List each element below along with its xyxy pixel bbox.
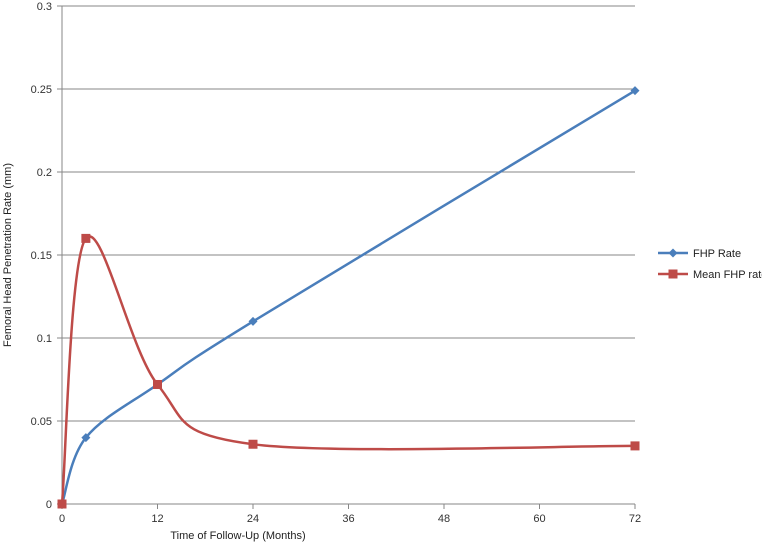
data-point [630,86,640,96]
series-line [60,235,636,505]
y-axis-title: Femoral Head Penetration Rate (mm) [2,163,14,347]
y-tick-label: 0.15 [31,250,52,262]
y-tick-labels: 0 0.05 0.1 0.15 0.2 0.25 0.3 [31,1,52,511]
legend-label: Mean FHP rate [693,269,762,281]
y-tick-label: 0.05 [31,416,52,428]
legend-item: FHP Rate [658,248,741,260]
y-tick-label: 0 [46,499,52,511]
data-point [630,441,640,451]
legend-swatch-marker [668,248,678,258]
x-tick-label: 72 [629,513,641,525]
x-tick-label: 12 [151,513,163,525]
y-tick-label: 0.3 [37,1,52,13]
x-tick-label: 60 [533,513,545,525]
gridlines [62,5,635,422]
y-tick-label: 0.25 [31,84,52,96]
legend-label: FHP Rate [693,248,741,260]
data-point [248,439,258,449]
data-point [248,316,258,326]
y-tick-label: 0.1 [37,333,52,345]
series-line [60,89,636,505]
x-tick-label: 36 [342,513,354,525]
data-point [81,433,91,443]
series-2 [57,233,640,509]
legend-swatch-marker [668,269,678,279]
x-axis-title: Time of Follow-Up (Months) [170,530,305,542]
series-1 [57,86,640,509]
data-point [153,379,162,389]
y-tick-label: 0.2 [37,167,52,179]
x-tick-label: 48 [438,513,450,525]
series-layer [57,86,640,509]
x-tick-label: 0 [59,513,65,525]
axes [57,5,636,509]
data-point [57,499,67,509]
x-tick-labels: 0 12 24 36 48 60 72 [59,513,641,525]
x-tick-label: 24 [247,513,259,525]
legend-item: Mean FHP rate [658,269,762,281]
legend: FHP Rate Mean FHP rate [658,248,762,281]
data-point [81,233,91,243]
